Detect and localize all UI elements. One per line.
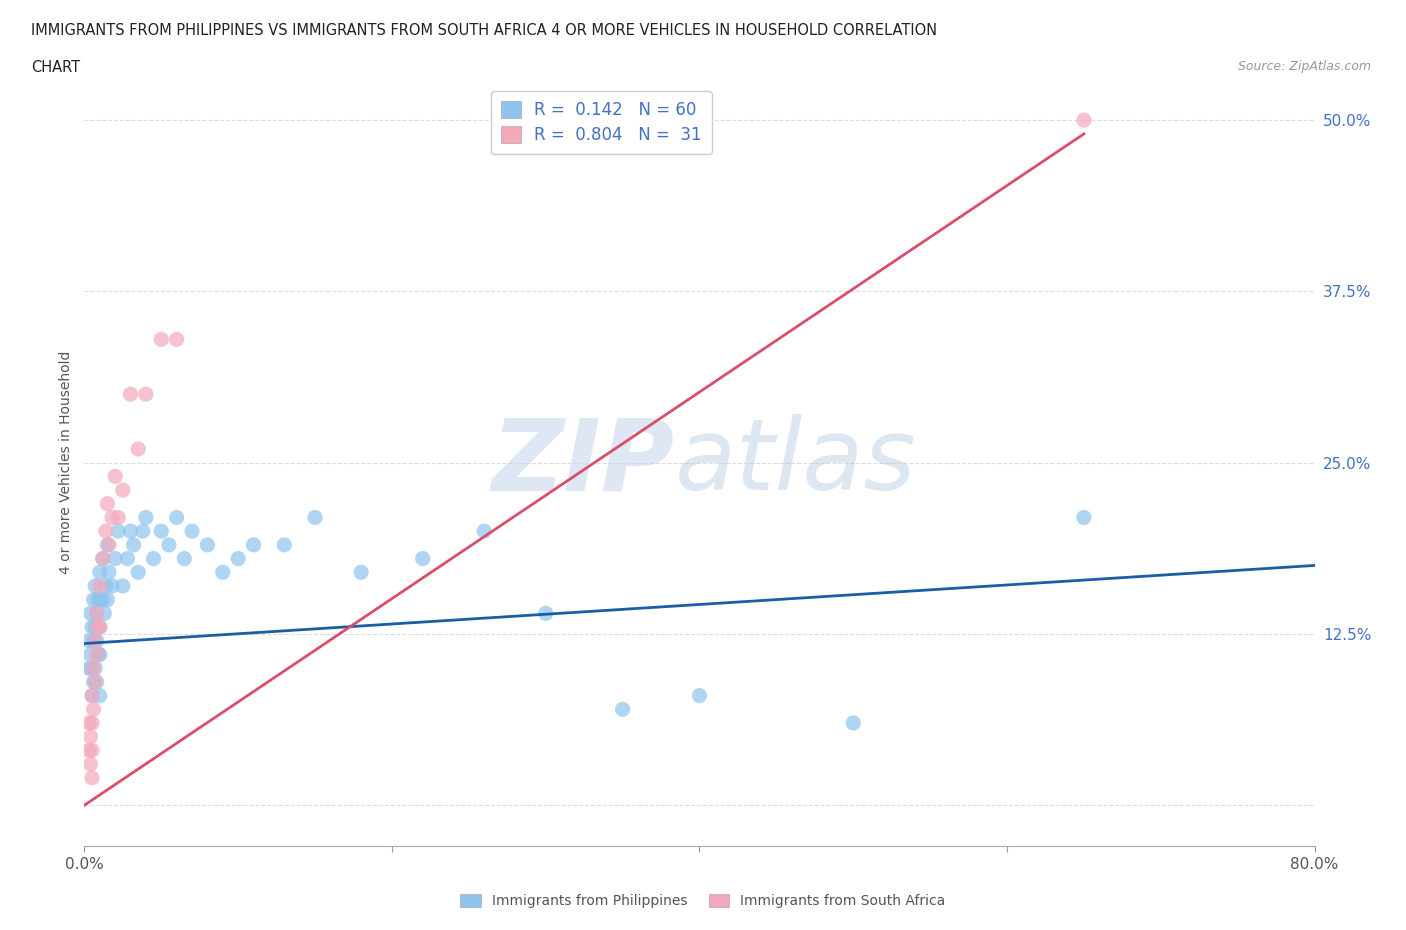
Point: [472, 524, 495, 538]
Point: [612, 702, 634, 717]
Point: [79, 606, 101, 621]
Point: [89, 619, 111, 634]
Point: [166, 510, 188, 525]
Point: [86, 633, 108, 648]
Point: [86, 606, 108, 621]
Point: [86, 674, 108, 689]
Point: [89, 592, 111, 607]
Point: [107, 524, 129, 538]
Point: [84, 674, 107, 689]
Point: [350, 565, 373, 579]
Point: [77, 633, 100, 648]
Point: [98, 538, 120, 552]
Point: [120, 387, 142, 402]
Point: [96, 592, 118, 607]
Point: [86, 647, 108, 662]
Point: [127, 565, 149, 579]
Point: [150, 332, 173, 347]
Point: [83, 660, 105, 675]
Point: [273, 538, 295, 552]
Point: [689, 688, 711, 703]
Point: [91, 592, 114, 607]
Point: [150, 524, 173, 538]
Point: [80, 619, 103, 634]
Point: [107, 510, 129, 525]
Point: [412, 551, 434, 566]
Point: [96, 538, 118, 552]
Point: [80, 660, 103, 675]
Point: [1073, 510, 1095, 525]
Point: [84, 619, 107, 634]
Text: atlas: atlas: [675, 414, 917, 512]
Point: [87, 592, 110, 607]
Point: [104, 551, 127, 566]
Point: [135, 510, 157, 525]
Point: [80, 688, 103, 703]
Point: [101, 510, 124, 525]
Point: [84, 578, 107, 593]
Point: [135, 387, 157, 402]
Point: [534, 606, 557, 621]
Point: [304, 510, 326, 525]
Point: [83, 702, 105, 717]
Point: [80, 688, 103, 703]
Point: [84, 660, 107, 675]
Point: [173, 551, 195, 566]
Point: [89, 647, 111, 662]
Point: [79, 647, 101, 662]
Point: [111, 578, 134, 593]
Point: [83, 633, 105, 648]
Text: Source: ZipAtlas.com: Source: ZipAtlas.com: [1237, 60, 1371, 73]
Point: [117, 551, 139, 566]
Text: IMMIGRANTS FROM PHILIPPINES VS IMMIGRANTS FROM SOUTH AFRICA 4 OR MORE VEHICLES I: IMMIGRANTS FROM PHILIPPINES VS IMMIGRANT…: [31, 23, 936, 38]
Point: [101, 578, 124, 593]
Point: [79, 729, 101, 744]
Point: [77, 715, 100, 730]
Point: [87, 647, 110, 662]
Point: [77, 743, 100, 758]
Point: [91, 551, 114, 566]
Legend: R =  0.142   N = 60, R =  0.804   N =  31: R = 0.142 N = 60, R = 0.804 N = 31: [491, 91, 711, 154]
Point: [111, 483, 134, 498]
Point: [226, 551, 249, 566]
Point: [77, 660, 100, 675]
Point: [1073, 113, 1095, 127]
Point: [89, 619, 111, 634]
Point: [122, 538, 145, 552]
Point: [181, 524, 204, 538]
Point: [80, 743, 103, 758]
Point: [142, 551, 165, 566]
Point: [83, 674, 105, 689]
Point: [89, 578, 111, 593]
Point: [83, 592, 105, 607]
Point: [80, 770, 103, 785]
Point: [87, 619, 110, 634]
Point: [94, 524, 117, 538]
Point: [84, 633, 107, 648]
Point: [91, 551, 114, 566]
Point: [132, 524, 155, 538]
Point: [96, 497, 118, 512]
Point: [94, 578, 117, 593]
Y-axis label: 4 or more Vehicles in Household: 4 or more Vehicles in Household: [59, 351, 73, 575]
Point: [197, 538, 219, 552]
Point: [842, 715, 865, 730]
Point: [211, 565, 233, 579]
Point: [93, 606, 115, 621]
Point: [89, 565, 111, 579]
Point: [79, 757, 101, 772]
Text: CHART: CHART: [31, 60, 80, 75]
Point: [104, 469, 127, 484]
Text: ZIP: ZIP: [492, 414, 675, 512]
Point: [242, 538, 264, 552]
Point: [86, 606, 108, 621]
Legend: Immigrants from Philippines, Immigrants from South Africa: Immigrants from Philippines, Immigrants …: [454, 889, 952, 914]
Point: [98, 565, 120, 579]
Point: [157, 538, 180, 552]
Point: [127, 442, 149, 457]
Point: [120, 524, 142, 538]
Point: [89, 688, 111, 703]
Point: [80, 715, 103, 730]
Point: [166, 332, 188, 347]
